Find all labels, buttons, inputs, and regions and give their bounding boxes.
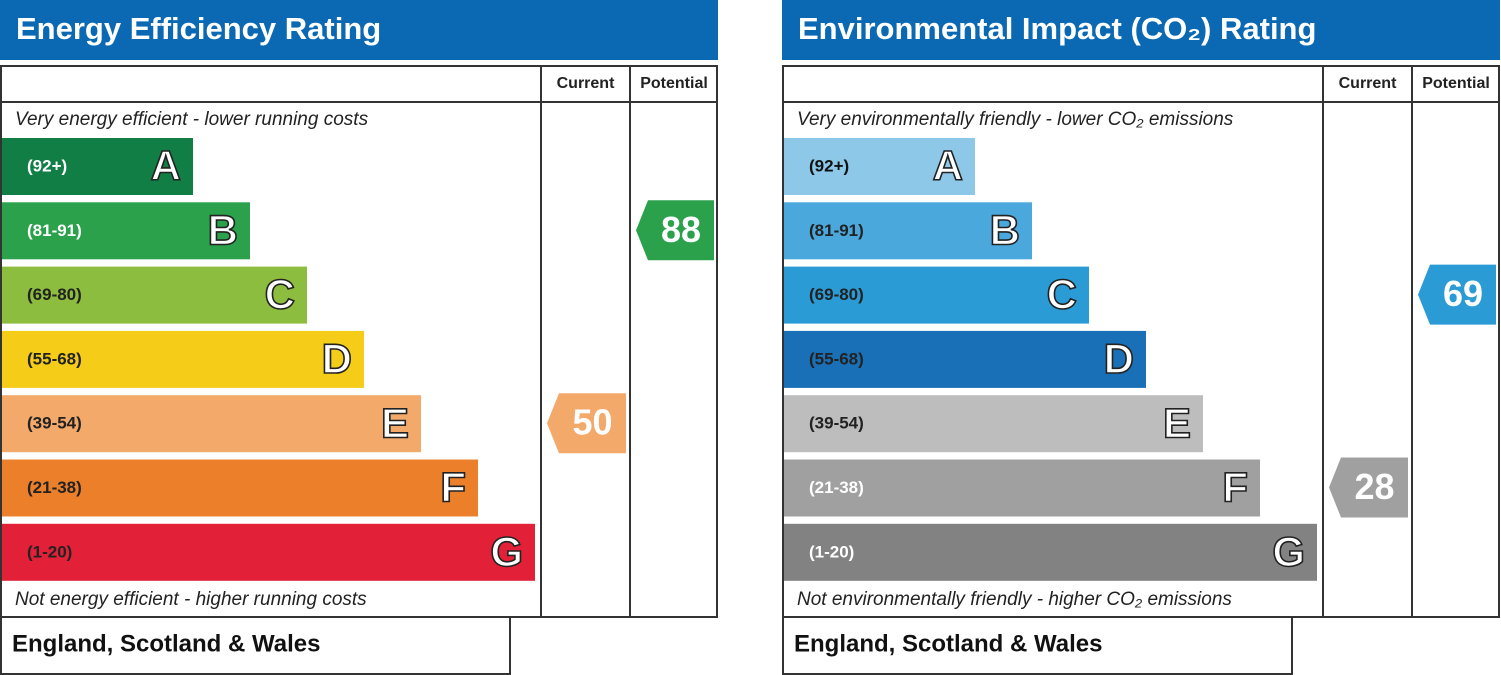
band-range: (1-20) (27, 542, 72, 561)
rating-band (784, 330, 1146, 388)
column-header: Current (557, 75, 615, 92)
rating-arrow (547, 393, 626, 454)
title-bar (0, 0, 718, 60)
rating-band (2, 395, 421, 453)
band-range: (39-54) (27, 414, 82, 433)
band-range: (81-91) (809, 221, 864, 240)
rating-band (2, 523, 535, 581)
footer-box (0, 616, 511, 675)
rating-arrow (1329, 457, 1408, 518)
band-range: (81-91) (27, 221, 82, 240)
bottom-note: Not environmentally friendly - higher CO… (797, 589, 1232, 610)
band-range: (39-54) (809, 414, 864, 433)
band-letter: G (490, 528, 523, 575)
rating-band (2, 138, 193, 195)
band-letter: B (990, 206, 1020, 253)
rating-band (784, 266, 1089, 324)
band-range: (92+) (809, 156, 849, 175)
rating-band (2, 330, 364, 388)
band-range: (69-80) (809, 285, 864, 304)
band-range: (1-20) (809, 542, 854, 561)
rating-value: 28 (1354, 466, 1394, 507)
band-letter: G (1272, 528, 1305, 575)
panel-title: Energy Efficiency Rating (16, 11, 381, 46)
band-letter: D (322, 335, 352, 382)
rating-band (2, 202, 250, 260)
column-header: Potential (1422, 75, 1490, 92)
rating-value: 88 (661, 209, 701, 250)
footer: England, Scotland & Wales (12, 630, 320, 657)
rating-arrow (636, 200, 714, 261)
band-range: (92+) (27, 156, 67, 175)
band-letter: B (208, 206, 238, 253)
panel-title: Environmental Impact (CO₂) Rating (798, 11, 1316, 46)
band-letter: E (381, 399, 409, 446)
top-note: Very energy efficient - lower running co… (15, 109, 369, 130)
band-range: (21-38) (809, 478, 864, 497)
footer: England, Scotland & Wales (794, 630, 1102, 657)
rating-value: 50 (572, 402, 612, 443)
band-letter: A (151, 142, 181, 189)
band-letter: A (933, 142, 963, 189)
title-bar (782, 0, 1500, 60)
band-letter: F (440, 464, 466, 511)
rating-band (784, 202, 1032, 260)
band-range: (55-68) (809, 349, 864, 368)
rating-value: 69 (1443, 273, 1483, 314)
rating-band (2, 459, 478, 517)
rating-band (784, 523, 1317, 581)
band-letter: F (1222, 464, 1248, 511)
footer-box (782, 616, 1293, 675)
band-range: (21-38) (27, 478, 82, 497)
rating-arrow (1418, 264, 1496, 325)
top-note: Very environmentally friendly - lower CO… (797, 109, 1234, 130)
band-letter: C (265, 271, 295, 318)
column-header: Potential (640, 75, 708, 92)
column-header: Current (1339, 75, 1397, 92)
rating-band (784, 459, 1260, 517)
band-letter: C (1047, 271, 1077, 318)
rating-band (2, 266, 307, 324)
rating-band (784, 395, 1203, 453)
bottom-note: Not energy efficient - higher running co… (15, 589, 367, 610)
band-range: (69-80) (27, 285, 82, 304)
band-letter: E (1163, 399, 1191, 446)
rating-band (784, 138, 975, 195)
band-letter: D (1104, 335, 1134, 382)
band-range: (55-68) (27, 349, 82, 368)
